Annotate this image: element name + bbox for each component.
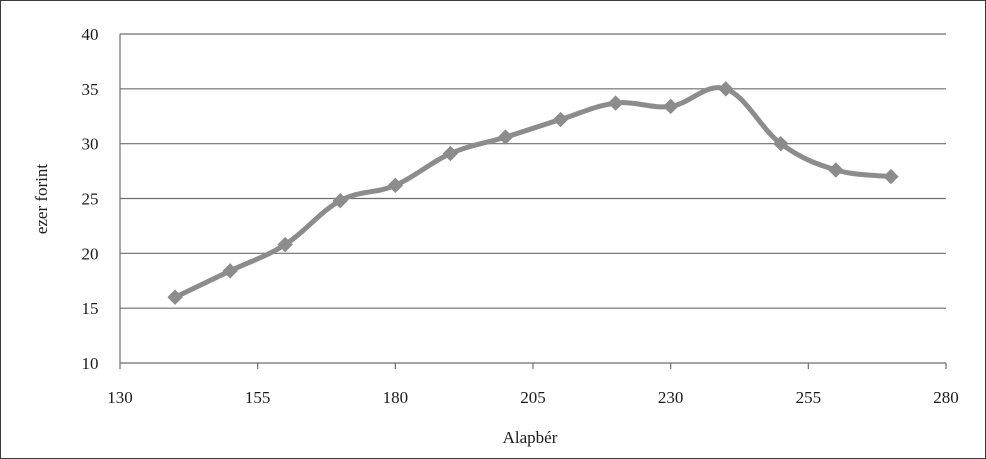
data-point-marker — [167, 289, 183, 305]
x-tick-label: 180 — [383, 388, 409, 407]
y-tick-label: 30 — [82, 135, 99, 154]
axes — [119, 34, 947, 369]
x-tick-label: 205 — [520, 388, 546, 407]
y-tick-label: 25 — [82, 190, 99, 209]
y-axis-title: ezer forint — [32, 164, 51, 235]
data-point-marker — [662, 98, 679, 115]
x-axis-title: Alapbér — [503, 428, 558, 447]
data-point-marker — [497, 129, 514, 145]
series-line-0 — [172, 85, 894, 300]
data-point-marker — [332, 192, 348, 209]
data-point-marker — [222, 263, 238, 279]
x-tick-label: 255 — [796, 388, 822, 407]
series — [167, 81, 899, 305]
y-tick-labels: 10 15 20 25 30 35 40 — [82, 25, 99, 373]
x-tick-label: 230 — [658, 388, 684, 407]
y-tick-label: 15 — [82, 299, 99, 318]
x-tick-label: 155 — [245, 388, 271, 407]
x-tick-labels: 130 155 180 205 230 255 280 — [107, 388, 959, 407]
x-tick-label: 280 — [933, 388, 959, 407]
x-tick-label: 130 — [107, 388, 133, 407]
data-point-marker — [277, 236, 293, 253]
data-point-marker — [718, 81, 734, 97]
data-point-marker — [442, 145, 459, 162]
y-tick-label: 35 — [82, 80, 99, 99]
data-point-marker — [883, 168, 899, 185]
data-point-marker — [828, 162, 844, 178]
data-point-marker — [773, 135, 789, 152]
grid-lines — [120, 33, 946, 309]
data-point-marker — [552, 111, 569, 128]
y-tick-label: 40 — [82, 25, 99, 44]
y-tick-label: 20 — [82, 244, 99, 263]
data-point-marker — [607, 95, 624, 111]
data-point-marker — [387, 177, 404, 194]
y-tick-label: 10 — [82, 354, 99, 373]
